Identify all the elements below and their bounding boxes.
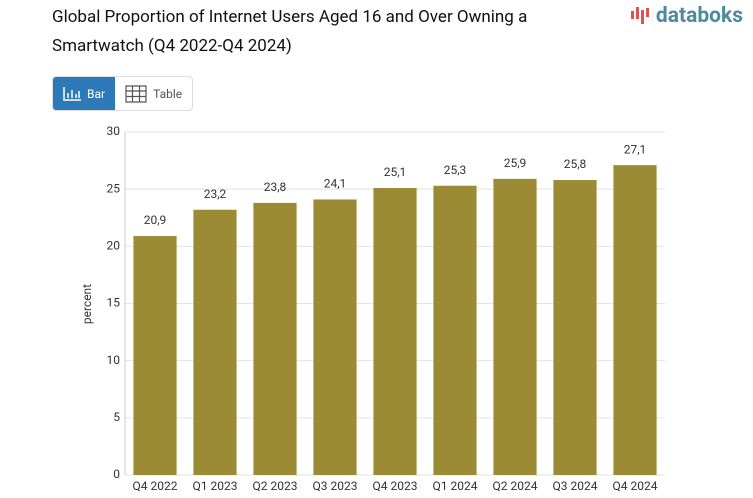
data-label: 25,9 <box>504 156 527 170</box>
bar <box>193 209 237 475</box>
bar-button-label: Bar <box>87 86 106 101</box>
data-label: 25,8 <box>564 157 587 171</box>
bar <box>553 180 597 475</box>
x-tick-label: Q1 2024 <box>433 479 478 493</box>
x-tick-label: Q2 2023 <box>253 479 298 493</box>
y-tick-label: 5 <box>113 410 120 424</box>
bar <box>493 178 537 476</box>
bar <box>313 199 357 475</box>
x-tick-label: Q3 2024 <box>553 479 598 493</box>
bar <box>373 188 417 476</box>
x-tick-label: Q2 2024 <box>493 479 538 493</box>
data-label: 23,8 <box>264 180 287 194</box>
y-axis-label: percent <box>80 284 94 324</box>
data-label: 24,1 <box>324 177 347 191</box>
x-tick-label: Q4 2022 <box>133 479 178 493</box>
x-tick-label: Q4 2024 <box>613 479 658 493</box>
data-label: 23,2 <box>204 187 227 201</box>
chart-title: Global Proportion of Internet Users Aged… <box>52 7 528 56</box>
y-tick-label: 20 <box>107 239 121 253</box>
table-button-label: Table <box>153 86 183 101</box>
data-label: 20,9 <box>144 213 167 227</box>
bar <box>613 165 657 475</box>
x-tick-label: Q3 2023 <box>313 479 358 493</box>
x-tick-label: Q1 2023 <box>193 479 238 493</box>
logo[interactable]: databoks <box>630 4 743 28</box>
bar <box>253 202 297 476</box>
data-label: 25,1 <box>384 165 407 179</box>
bar <box>133 236 177 475</box>
logo-text: databoks <box>655 4 743 28</box>
data-label: 27,1 <box>624 142 647 156</box>
table-button[interactable]: Table <box>115 77 192 110</box>
y-tick-label: 0 <box>113 467 120 481</box>
y-tick-label: 15 <box>107 296 121 310</box>
bar-icon <box>63 86 81 101</box>
view-toggle: Bar Table <box>52 76 194 111</box>
data-label: 25,3 <box>444 163 467 177</box>
y-tick-label: 30 <box>107 124 121 138</box>
logo-icon <box>630 7 649 24</box>
x-tick-label: Q4 2023 <box>373 479 418 493</box>
y-tick-label: 10 <box>107 353 121 367</box>
bar-button[interactable]: Bar <box>53 77 116 110</box>
table-icon <box>125 84 147 103</box>
y-tick-label: 25 <box>107 181 121 195</box>
bar <box>433 185 477 475</box>
